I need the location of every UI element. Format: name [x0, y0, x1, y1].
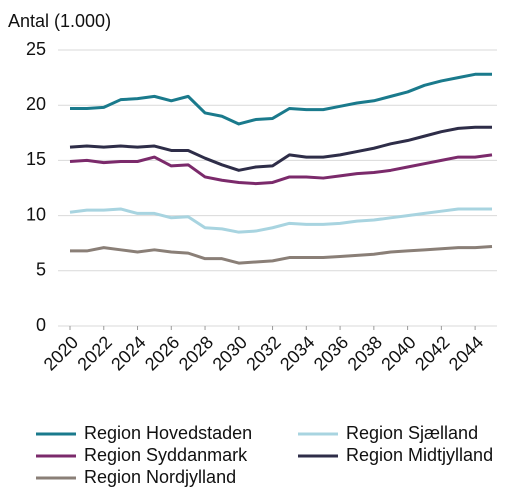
x-tick-label: 2030	[209, 332, 251, 374]
y-tick-label: 5	[36, 260, 46, 280]
legend-label: Region Syddanmark	[84, 445, 248, 465]
y-tick-label: 20	[26, 94, 46, 114]
legend-label: Region Sjælland	[346, 423, 478, 443]
y-tick-label: 0	[36, 315, 46, 335]
x-tick-label: 2026	[141, 332, 183, 374]
legend-label: Region Hovedstaden	[84, 423, 252, 443]
x-tick-label: 2036	[310, 332, 352, 374]
x-tick-label: 2020	[40, 332, 82, 374]
series-line	[69, 207, 492, 234]
x-tick-label: 2040	[377, 332, 419, 374]
x-tick-label: 2042	[411, 332, 453, 374]
x-tick-label: 2034	[276, 332, 318, 374]
x-tick-label: 2038	[344, 332, 386, 374]
legend-label: Region Nordjylland	[84, 467, 236, 487]
y-tick-label: 25	[26, 39, 46, 59]
x-tick-label: 2022	[73, 332, 115, 374]
x-tick-label: 2024	[107, 332, 149, 374]
y-tick-label: 15	[26, 149, 46, 169]
x-tick-label: 2044	[445, 332, 487, 374]
y-tick-label: 10	[26, 204, 46, 224]
series-line	[69, 153, 493, 186]
legend-label: Region Midtjylland	[346, 445, 493, 465]
x-tick-label: 2028	[175, 332, 217, 374]
series-line	[70, 245, 493, 265]
series-line	[69, 125, 492, 172]
y-axis-label: Antal (1.000)	[8, 11, 111, 31]
series-line	[70, 72, 492, 126]
x-tick-label: 2032	[242, 332, 284, 374]
